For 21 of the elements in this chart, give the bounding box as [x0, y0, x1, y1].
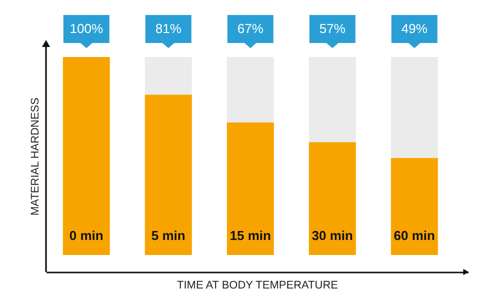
x-axis-title: TIME AT BODY TEMPERATURE [177, 280, 338, 292]
bar [308, 57, 356, 142]
bar [62, 57, 110, 255]
x-tick-label: 5 min [151, 228, 186, 243]
x-tick-label: 60 min [394, 228, 436, 243]
bar [390, 158, 438, 255]
x-tick-label: 15 min [230, 228, 272, 243]
y-axis-title: MATERIAL HARDNESS [30, 98, 42, 216]
bar [226, 122, 274, 255]
data-label: 67% [237, 21, 264, 36]
bar [144, 94, 192, 255]
bar [390, 57, 438, 158]
bar [144, 57, 192, 95]
data-label: 100% [70, 21, 104, 36]
data-label: 81% [155, 21, 182, 36]
bar [226, 57, 274, 122]
x-tick-label: 30 min [312, 228, 354, 243]
data-label: 49% [401, 21, 428, 36]
bar [308, 142, 356, 255]
x-tick-label: 0 min [69, 228, 104, 243]
data-label: 57% [319, 21, 346, 36]
